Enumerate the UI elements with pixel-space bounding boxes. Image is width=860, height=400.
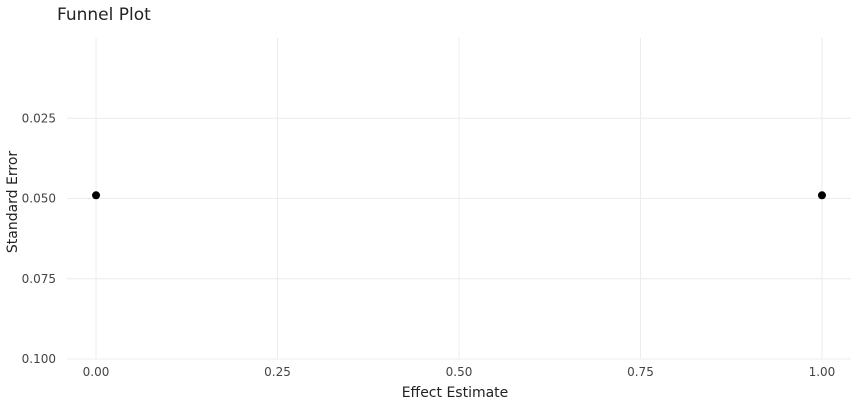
x-tick-label: 0.75 [627, 365, 654, 379]
x-axis-title: Effect Estimate [402, 385, 509, 400]
data-point [92, 191, 101, 200]
data-points [92, 191, 826, 200]
y-tick-label: 0.100 [22, 352, 56, 366]
y-tick-label: 0.075 [22, 272, 56, 286]
x-tick-label: 1.00 [809, 365, 836, 379]
x-tick-label: 0.50 [446, 365, 473, 379]
chart-title: Funnel Plot [57, 5, 151, 25]
x-tick-labels: 0.00 0.25 0.50 0.75 1.00 [83, 365, 836, 379]
x-tick-label: 0.00 [83, 365, 110, 379]
x-tick-label: 0.25 [264, 365, 291, 379]
y-tick-label: 0.050 [22, 192, 56, 206]
y-tick-label: 0.025 [22, 111, 56, 125]
y-axis-title: Standard Error [5, 151, 21, 254]
data-point [817, 191, 826, 200]
y-tick-labels: 0.025 0.050 0.075 0.100 [22, 111, 56, 366]
grid-lines [67, 38, 851, 360]
